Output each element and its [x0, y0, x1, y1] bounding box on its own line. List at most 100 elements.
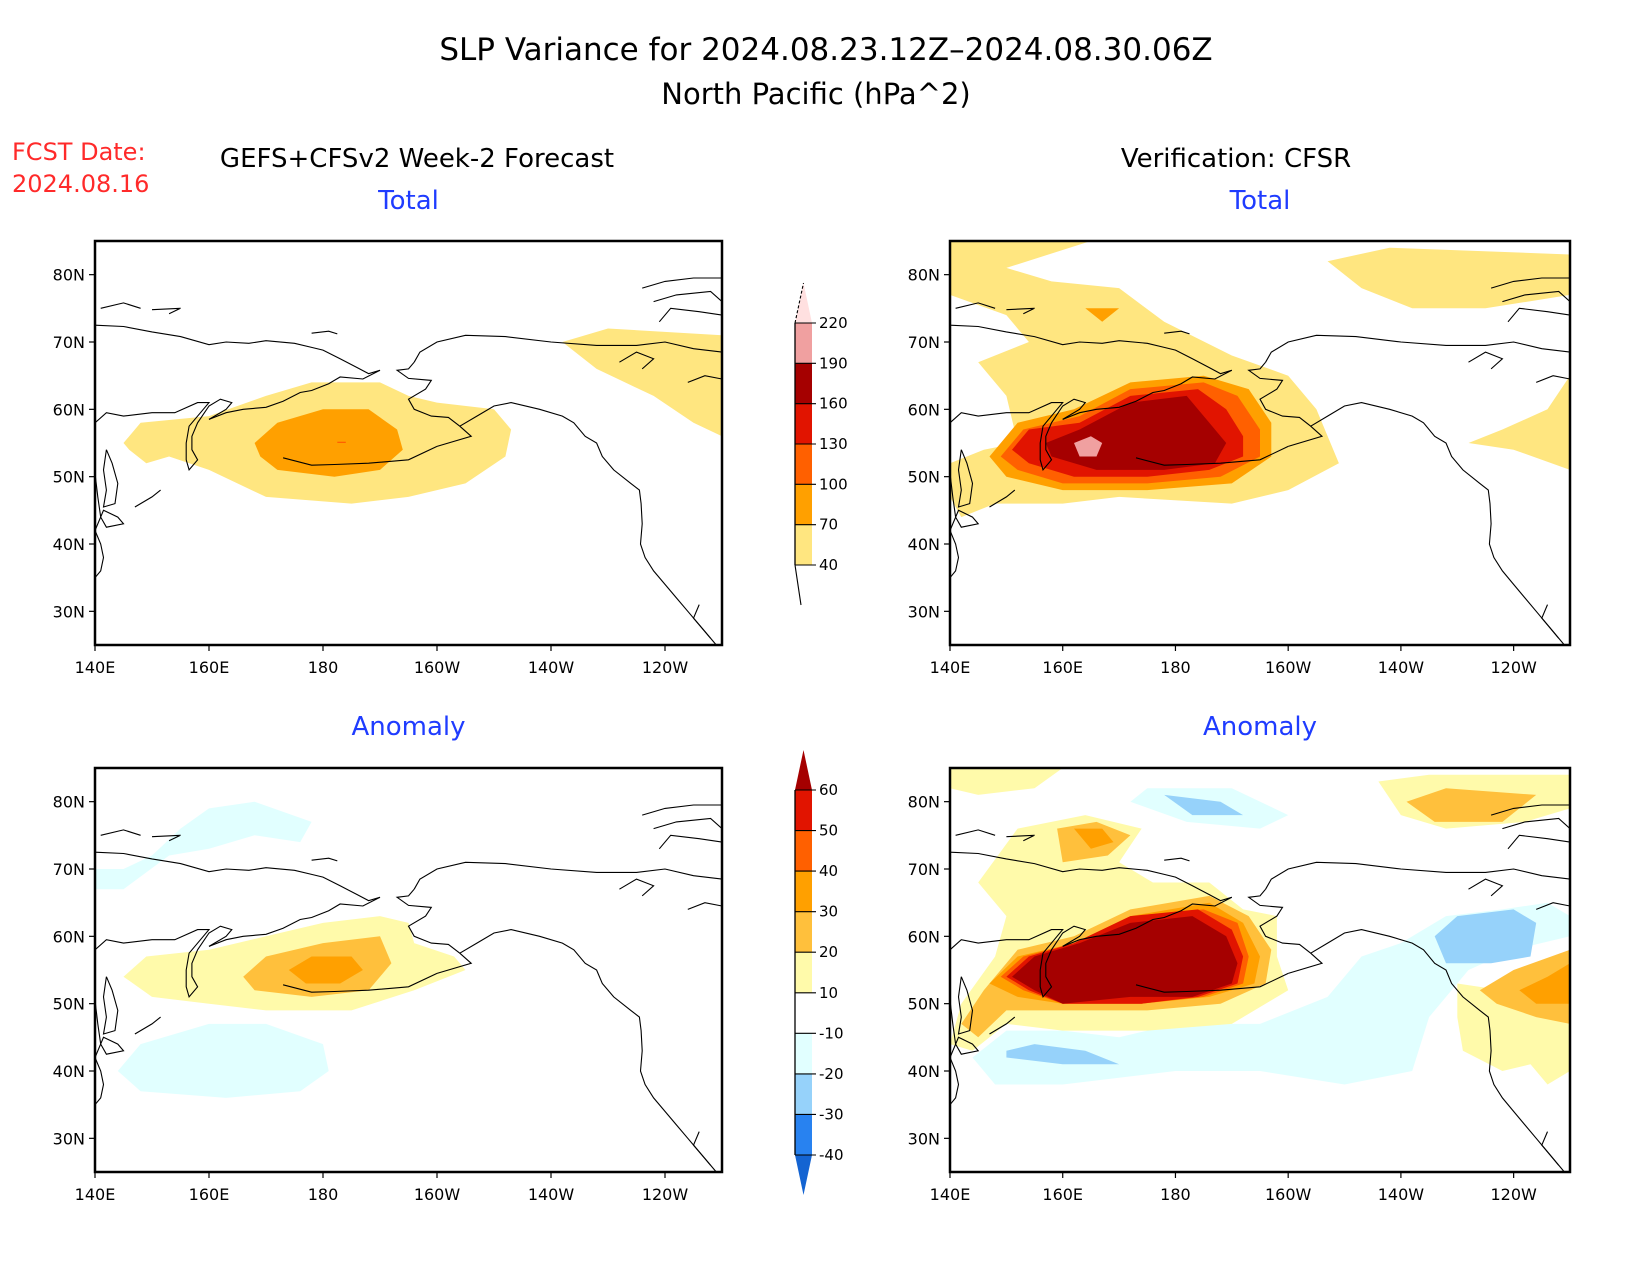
x-tick-label: 120W — [1490, 658, 1537, 677]
colorbar-band — [795, 524, 812, 565]
colorbar-band — [795, 992, 812, 1034]
forecast-anomaly-panel: Anomaly 140E 160E 180 160W 140W 120W 30N 40N 50N 6… — [53, 712, 724, 1204]
x-tick-label: 180 — [308, 658, 339, 677]
coastline — [1164, 330, 1190, 335]
coastline — [413, 334, 722, 363]
coastline — [151, 834, 181, 842]
contour-region — [288, 956, 363, 984]
y-tick-label: 40N — [908, 535, 940, 554]
y-tick-label: 70N — [53, 860, 85, 879]
colorbar-band — [795, 444, 812, 485]
contour-region — [1164, 794, 1244, 816]
coastline — [989, 489, 1016, 508]
y-tick-label: 80N — [908, 793, 940, 812]
coastline — [687, 902, 722, 910]
colorbar-label: 130 — [819, 435, 848, 453]
x-tick-label: 180 — [308, 1185, 339, 1204]
panel-frame — [93, 766, 724, 1174]
colorbar-band — [795, 911, 812, 953]
x-tick-label: 160E — [1042, 658, 1083, 677]
panel-title: Anomaly — [351, 712, 465, 742]
coastline — [151, 307, 181, 315]
x-tick-label: 120W — [642, 658, 689, 677]
coastline — [95, 398, 233, 472]
y-tick-label: 60N — [908, 927, 940, 946]
y-tick-label: 30N — [908, 602, 940, 621]
contour-region — [950, 768, 1063, 795]
verification-column-title: Verification: CFSR — [1121, 144, 1351, 174]
x-tick-label: 160E — [189, 658, 230, 677]
colorbar-band — [795, 952, 812, 993]
coastline — [102, 449, 119, 508]
coastline — [282, 972, 438, 993]
coastline — [955, 829, 996, 836]
coastline — [95, 851, 381, 902]
colorbar-label: 20 — [819, 943, 838, 961]
x-tick-label: 140W — [528, 1185, 575, 1204]
forecast-column-title: GEFS+CFSv2 Week-2 Forecast — [220, 144, 614, 174]
coastline — [642, 277, 722, 289]
y-tick-label: 60N — [908, 400, 940, 419]
y-tick-label: 50N — [53, 468, 85, 487]
x-tick-label: 140W — [1378, 1185, 1425, 1204]
coastline — [1135, 445, 1289, 466]
forecast-total-panel: Total 140E 160E 180 160W 140W 120W 30N 40N 50N 60N… — [53, 186, 724, 677]
x-tick-label: 140E — [930, 658, 971, 677]
colorbar-label: 60 — [819, 781, 838, 799]
y-tick-label: 40N — [908, 1062, 940, 1081]
coastline — [1310, 402, 1560, 639]
coastline — [208, 369, 381, 420]
x-tick-label: 140E — [75, 658, 116, 677]
y-tick-label: 60N — [53, 927, 85, 946]
anomaly-colorbar: -40 -30 -20 -10 10 20 30 40 50 60 — [794, 750, 844, 1195]
coastline — [1006, 834, 1035, 842]
colorbar-label: 190 — [819, 354, 848, 372]
coastline — [1468, 351, 1504, 370]
coastline — [957, 449, 974, 508]
coastline — [208, 896, 381, 947]
coastline — [950, 925, 1087, 999]
coastline — [692, 1131, 717, 1172]
contour-region — [1085, 308, 1120, 322]
colorbar-label: -40 — [819, 1146, 844, 1164]
y-tick-label: 80N — [908, 266, 940, 285]
coastline — [642, 804, 722, 816]
contour-fills — [950, 241, 1570, 518]
x-tick-label: 180 — [1160, 1185, 1191, 1204]
contour-fills — [95, 801, 466, 1098]
coastline — [1310, 929, 1560, 1166]
y-tick-label: 30N — [53, 1129, 85, 1148]
coastline — [619, 351, 655, 370]
contour-region — [1434, 909, 1537, 964]
colorbar-label: 100 — [819, 475, 848, 493]
coastline — [1507, 307, 1570, 323]
coastline — [134, 489, 161, 508]
coastline — [955, 302, 996, 309]
colorbar-band — [795, 871, 812, 912]
coastlines — [950, 804, 1570, 1172]
coastline — [413, 861, 722, 890]
coastlines — [95, 804, 722, 1172]
x-tick-label: 160W — [414, 658, 461, 677]
x-tick-label: 120W — [642, 1185, 689, 1204]
coastline — [1541, 604, 1565, 645]
colorbar-band — [795, 1073, 812, 1115]
coastline — [1135, 972, 1289, 993]
coastline — [1468, 878, 1504, 897]
coastline — [1535, 375, 1570, 383]
coastline — [1502, 817, 1570, 830]
contour-region — [1327, 247, 1570, 309]
colorbar-open-end — [794, 564, 802, 606]
coastline — [653, 290, 722, 303]
coastline — [658, 307, 722, 323]
y-tick-label: 70N — [53, 333, 85, 352]
coastline — [100, 829, 141, 836]
coastline — [658, 834, 722, 850]
y-tick-label: 50N — [908, 995, 940, 1014]
colorbar-label: -10 — [819, 1024, 844, 1042]
y-tick-label: 70N — [908, 333, 940, 352]
coastline — [1062, 369, 1233, 420]
colorbar-band — [795, 403, 812, 444]
x-tick-label: 160W — [414, 1185, 461, 1204]
y-tick-label: 30N — [908, 1129, 940, 1148]
